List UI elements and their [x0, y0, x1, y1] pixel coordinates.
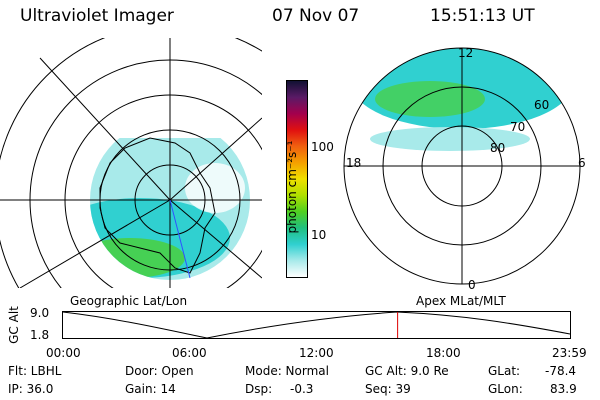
timeline-xtick-0000: 00:00: [46, 346, 81, 360]
colorbar: [286, 80, 308, 278]
magnetic-polar-map: [343, 47, 581, 285]
mlat-label-60: 60: [534, 98, 550, 112]
altitude-curve: [62, 311, 571, 339]
mlt-label-18: 18: [346, 156, 362, 170]
time-label: 15:51:13 UT: [430, 6, 535, 26]
gcalt-info: GC Alt: 9.0 Re: [365, 364, 449, 378]
seq-info: Seq: 39: [365, 382, 411, 396]
dsp-value: -0.3: [290, 382, 314, 396]
timeline-axis-label: GC Alt: [7, 306, 21, 344]
mlt-label-12: 12: [458, 46, 474, 60]
glon-value: 83.9: [550, 382, 577, 396]
dsp-label: Dsp:: [245, 382, 273, 396]
filter-info: Flt: LBHL: [8, 364, 62, 378]
mode-info: Mode: Normal: [245, 364, 329, 378]
aurora-emission-left: [90, 138, 250, 280]
mlat-label-80: 80: [490, 141, 506, 155]
mlt-label-6: 6: [578, 156, 586, 170]
right-map-label: Apex MLat/MLT: [416, 294, 506, 308]
mlt-label-0: 0: [468, 278, 476, 292]
glon-label: GLon:: [488, 382, 523, 396]
lon-grid-lines: [0, 38, 262, 288]
colorbar-tick-100: 100: [311, 140, 334, 154]
glat-label: GLat:: [488, 364, 521, 378]
timeline-xtick-0600: 06:00: [172, 346, 207, 360]
geographic-map: [0, 38, 262, 288]
gain-info: Gain: 14: [125, 382, 176, 396]
app-title: Ultraviolet Imager: [20, 6, 174, 26]
antarctica-coastline: [99, 137, 216, 274]
mlt-grid-lines: [344, 48, 580, 284]
timeline-ytick-9: 9.0: [30, 306, 50, 320]
timeline-xtick-1200: 12:00: [299, 346, 334, 360]
date-label: 07 Nov 07: [272, 6, 360, 26]
altitude-timeline: [62, 311, 571, 339]
timeline-ytick-1.8: 1.8: [30, 328, 50, 342]
timeline-xtick-1800: 18:00: [426, 346, 461, 360]
nadir-line: [169, 199, 191, 279]
mlat-label-70: 70: [510, 120, 526, 134]
glat-value: -78.4: [545, 364, 577, 378]
ip-info: IP: 36.0: [8, 382, 54, 396]
colorbar-tick-10: 10: [311, 228, 327, 242]
colorbar-unit-label: photon cm⁻²s⁻¹: [285, 140, 299, 234]
left-map-label: Geographic Lat/Lon: [70, 294, 188, 308]
timeline-xtick-2359: 23:59: [552, 346, 587, 360]
door-info: Door: Open: [125, 364, 194, 378]
